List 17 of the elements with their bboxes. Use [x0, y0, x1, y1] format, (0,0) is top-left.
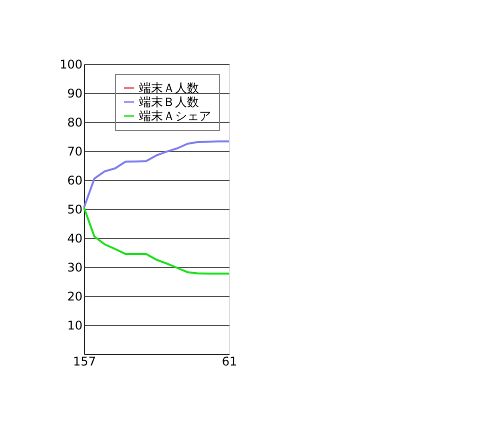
y-tick-label: 70	[67, 144, 82, 158]
line-series	[83, 140, 230, 209]
y-tick-label: 30	[67, 260, 82, 274]
y-tick-label: 50	[67, 202, 82, 216]
legend-label: 端末Ｂ人数	[139, 95, 199, 109]
y-tick-label: 80	[67, 116, 82, 130]
y-tick-label: 100	[60, 58, 82, 72]
x-tick-label: 157	[73, 354, 96, 368]
x-tick-label: 61	[222, 354, 238, 368]
legend-label: 端末Ａ人数	[139, 81, 199, 95]
y-tick-label: 10	[67, 318, 82, 332]
y-tick-label: 20	[67, 290, 82, 304]
y-tick-label: 60	[67, 174, 82, 188]
line-series	[83, 206, 230, 275]
legend-label: 端末Ａシェア	[139, 109, 211, 123]
y-tick-label: 90	[67, 86, 82, 100]
y-tick-label: 40	[67, 232, 82, 246]
